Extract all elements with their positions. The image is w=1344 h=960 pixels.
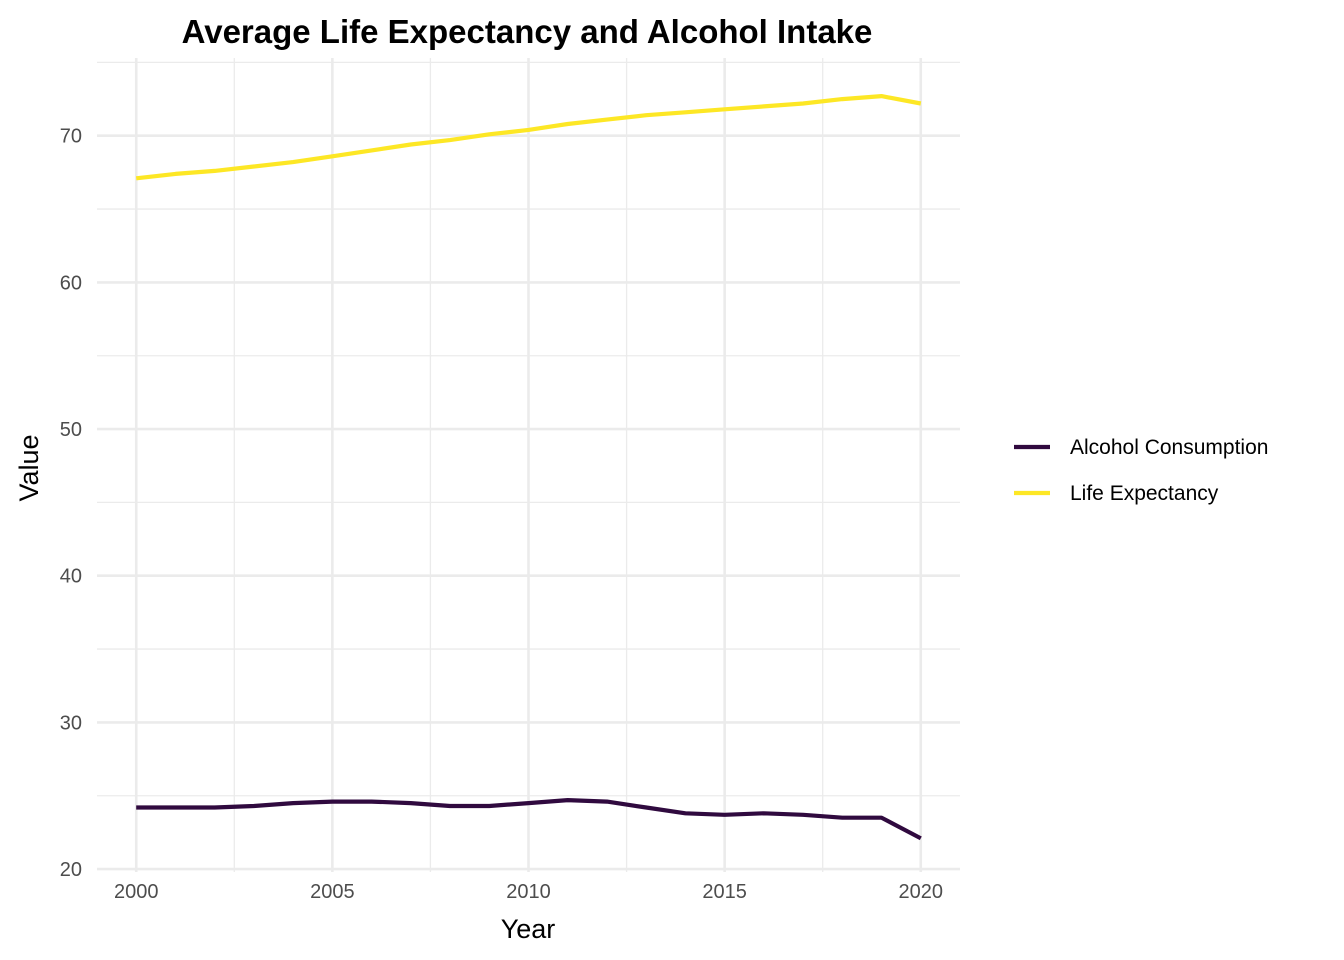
series-lines [135, 93, 922, 841]
x-tick-label: 2015 [702, 881, 747, 903]
legend: Alcohol Consumption Life Expectancy [1014, 436, 1268, 505]
y-tick-label: 20 [60, 859, 82, 881]
x-tick-label: 2020 [899, 881, 944, 903]
x-axis-title: Year [501, 914, 556, 944]
y-axis-ticks: 20 30 40 50 60 70 [60, 126, 82, 881]
x-tick-label: 2005 [310, 881, 355, 903]
y-tick-label: 50 [60, 419, 82, 441]
series-line-alcohol-consumption [136, 797, 922, 841]
y-tick-label: 70 [60, 126, 82, 148]
legend-label-life-expectancy: Life Expectancy [1070, 482, 1219, 505]
legend-label-alcohol-consumption: Alcohol Consumption [1070, 436, 1268, 459]
y-tick-label: 40 [60, 566, 82, 588]
x-tick-label: 2010 [506, 881, 551, 903]
x-tick-label: 2000 [114, 881, 159, 903]
x-axis-ticks: 2000 2005 2010 2015 2020 [114, 881, 943, 903]
y-tick-label: 30 [60, 712, 82, 734]
y-axis-title: Value [14, 434, 44, 501]
grid [97, 58, 960, 872]
series-line-life-expectancy [135, 93, 922, 181]
chart-title: Average Life Expectancy and Alcohol Inta… [182, 13, 873, 50]
y-tick-label: 60 [60, 272, 82, 294]
